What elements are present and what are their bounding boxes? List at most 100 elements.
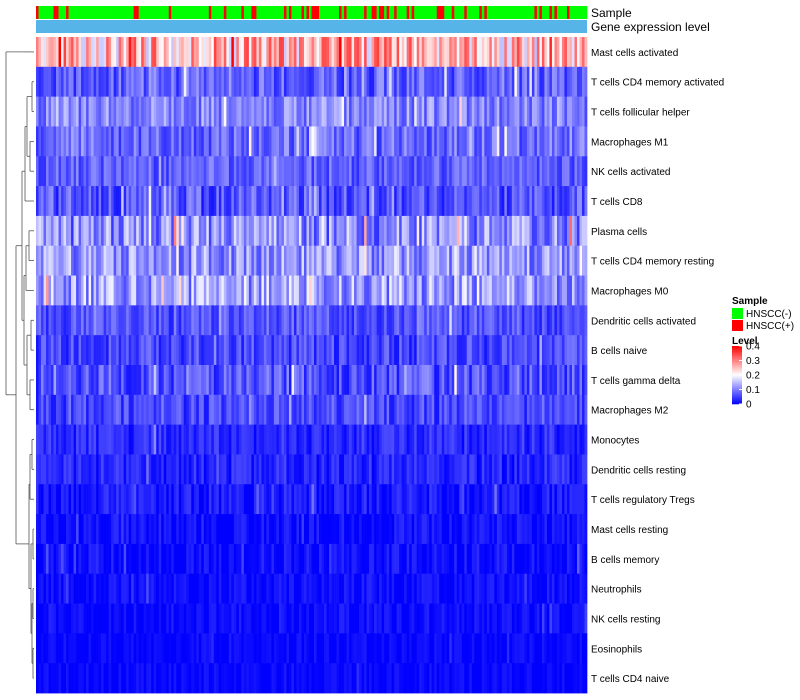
heatmap-cell	[394, 603, 397, 634]
heatmap-cell	[526, 514, 530, 545]
heatmap-cell	[48, 543, 52, 575]
heatmap-cell	[491, 305, 495, 336]
heatmap-cell	[88, 305, 92, 336]
heatmap-cell	[51, 514, 54, 545]
sample-cell	[491, 6, 495, 19]
heatmap-cell	[449, 424, 453, 455]
heatmap-cell	[314, 335, 317, 366]
heatmap-cell	[206, 66, 210, 98]
sample-cell	[369, 6, 372, 19]
heatmap-cell	[576, 394, 580, 426]
heatmap-cell	[386, 215, 390, 247]
heatmap-cell	[161, 394, 165, 426]
heatmap-cell	[231, 543, 235, 575]
heatmap-cell	[576, 66, 580, 98]
heatmap-cell	[271, 484, 275, 515]
heatmap-cell	[351, 484, 355, 515]
heatmap-cell	[504, 215, 508, 247]
heatmap-cell	[454, 454, 458, 485]
heatmap-cell	[203, 394, 207, 426]
heatmap-cell	[349, 66, 352, 98]
heatmap-cell	[251, 37, 255, 68]
heatmap-cell	[58, 663, 62, 694]
heatmap-cell	[278, 96, 282, 127]
heatmap-cell	[203, 543, 207, 575]
heatmap-cell	[474, 156, 478, 187]
heatmap-cell	[81, 394, 84, 426]
heatmap-cell	[101, 603, 104, 634]
heatmap-cell	[519, 514, 523, 545]
heatmap-cell	[146, 454, 150, 485]
heatmap-cell	[361, 66, 365, 98]
heatmap-cell	[454, 275, 458, 306]
heatmap-cell	[306, 335, 310, 366]
heatmap-cell	[156, 305, 160, 336]
heatmap-cell	[316, 96, 320, 127]
heatmap-cell	[399, 484, 403, 515]
heatmap-cell	[366, 335, 370, 366]
heatmap-cell	[309, 454, 312, 485]
heatmap-cell	[116, 543, 119, 575]
heatmap-cell	[46, 603, 49, 634]
heatmap-cell	[469, 66, 473, 98]
heatmap-cell	[103, 215, 107, 247]
heatmap-cell	[53, 215, 57, 247]
heatmap-cell	[536, 186, 540, 217]
heatmap-cell	[213, 484, 217, 515]
heatmap-cell	[314, 96, 317, 127]
heatmap-cell	[521, 245, 525, 276]
heatmap-cell	[273, 156, 277, 187]
heatmap-cell	[436, 96, 440, 127]
heatmap-cell	[471, 305, 475, 336]
heatmap-cell	[268, 365, 272, 396]
heatmap-cell	[349, 156, 352, 187]
heatmap-cell	[93, 305, 97, 336]
sample-cell	[414, 6, 418, 19]
heatmap-cell	[351, 573, 355, 604]
sample-cell	[479, 6, 483, 19]
heatmap-cell	[329, 305, 332, 336]
heatmap-cell	[406, 335, 410, 366]
heatmap-cell	[138, 633, 142, 664]
heatmap-cell	[434, 305, 438, 336]
heatmap-cell	[93, 424, 97, 455]
heatmap-cell	[211, 335, 215, 366]
heatmap-cell	[186, 156, 190, 187]
heatmap-cell	[146, 394, 150, 426]
heatmap-cell	[581, 603, 585, 634]
heatmap-cell	[491, 514, 495, 545]
heatmap-cell	[46, 633, 49, 664]
heatmap-cell	[436, 66, 440, 98]
heatmap-cell	[241, 365, 245, 396]
heatmap-cell	[233, 335, 237, 366]
heatmap-cell	[53, 305, 57, 336]
heatmap-cell	[309, 543, 312, 575]
heatmap-cell	[486, 305, 490, 336]
sample-cell	[188, 6, 192, 19]
heatmap-cell	[396, 365, 400, 396]
heatmap-cell	[456, 365, 460, 396]
heatmap-cell	[93, 215, 97, 247]
heatmap-cell	[188, 186, 192, 217]
heatmap-cell	[519, 37, 523, 68]
heatmap-cell	[349, 603, 352, 634]
sample-cell	[444, 6, 448, 19]
heatmap-cell	[36, 424, 39, 455]
heatmap-cell	[191, 305, 195, 336]
heatmap-cell	[221, 424, 225, 455]
heatmap-cell	[451, 305, 455, 336]
heatmap-cell	[221, 603, 225, 634]
heatmap-cell	[356, 573, 360, 604]
heatmap-cell	[176, 335, 180, 366]
sample-cell	[301, 6, 305, 19]
heatmap-cell	[173, 245, 177, 276]
heatmap-cell	[331, 484, 335, 515]
heatmap-cell	[61, 394, 64, 426]
heatmap-cell	[183, 96, 187, 127]
heatmap-cell	[489, 633, 493, 664]
heatmap-cell	[391, 543, 395, 575]
heatmap-cell	[524, 335, 528, 366]
heatmap-cell	[371, 215, 375, 247]
heatmap-cell	[303, 186, 307, 217]
heatmap-cell	[546, 543, 550, 575]
